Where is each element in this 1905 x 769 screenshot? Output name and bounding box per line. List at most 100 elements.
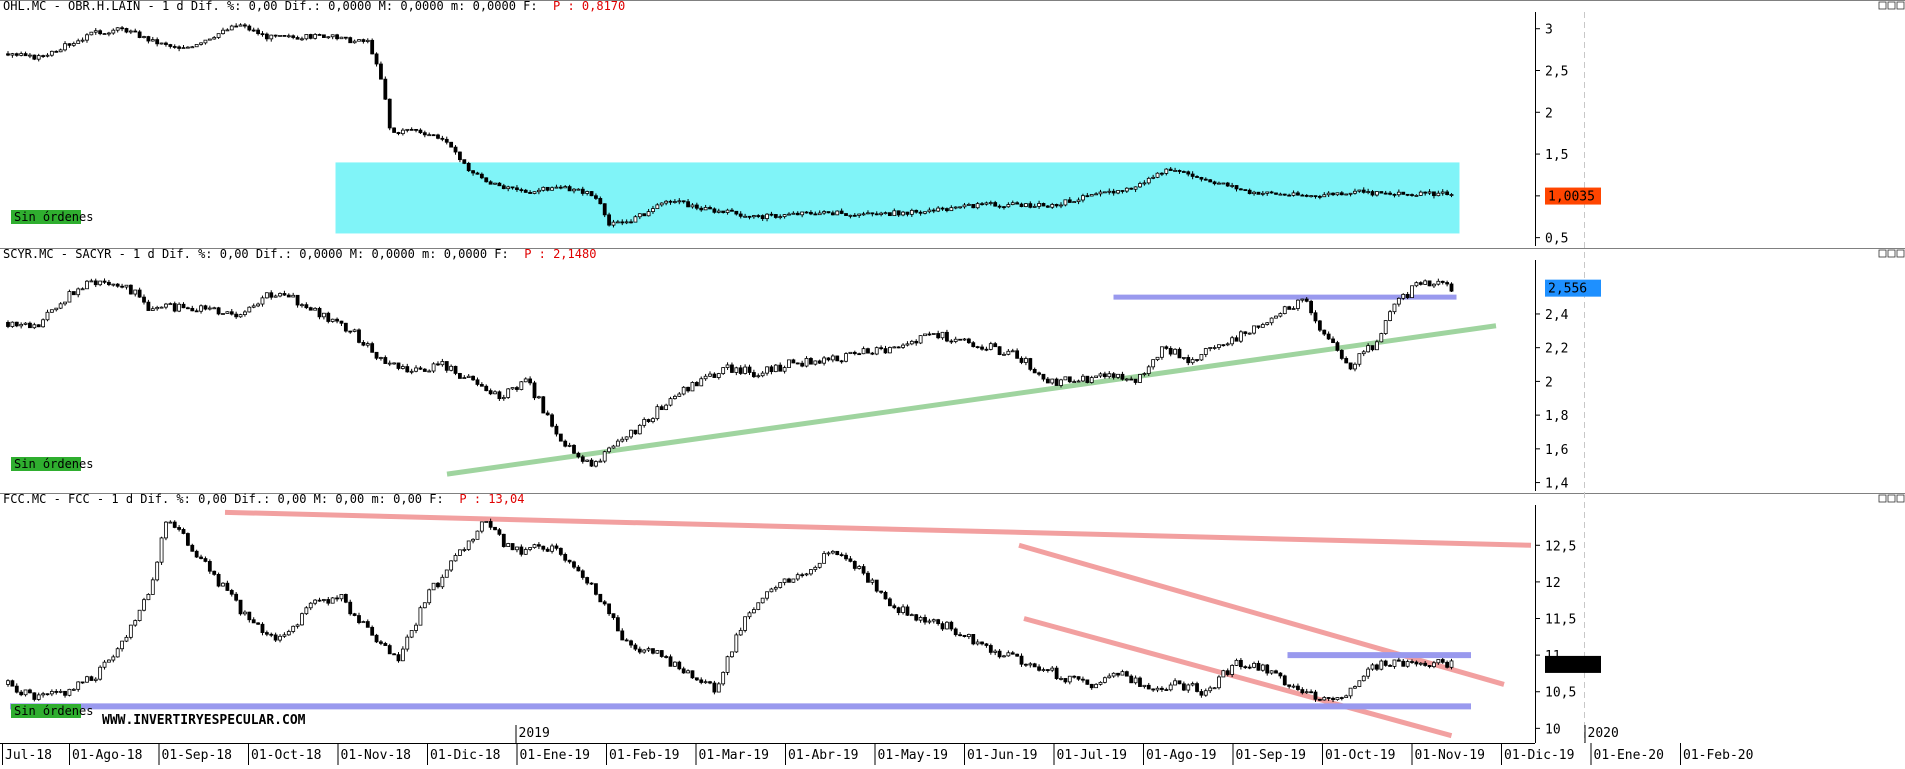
candle-body <box>1094 193 1099 196</box>
maximize-button[interactable] <box>1887 494 1896 503</box>
orders-badge[interactable] <box>11 704 81 718</box>
candle-body <box>861 213 866 216</box>
candle-body <box>997 346 1002 356</box>
panel-price-readout: P : 2,1480 <box>524 247 596 261</box>
close-button[interactable] <box>1896 1 1905 10</box>
candle-body <box>931 333 936 335</box>
candle-body <box>1366 345 1371 353</box>
y-tick-label: 10,5 <box>1545 686 1576 701</box>
candle-body <box>734 634 739 653</box>
candle-body <box>164 303 168 308</box>
candle-body <box>620 438 625 442</box>
candle-body <box>918 335 923 344</box>
candle-body <box>1050 378 1055 384</box>
y-tick-label: 2,2 <box>1545 342 1568 357</box>
candle-body <box>523 549 528 555</box>
candle-body <box>1375 191 1379 196</box>
minimize-button[interactable] <box>1878 494 1887 503</box>
candle-body <box>536 544 541 547</box>
candle-body <box>730 209 734 212</box>
candle-body <box>1160 172 1164 175</box>
candle-body <box>769 366 774 373</box>
candle-body <box>760 372 765 377</box>
candle-body <box>1353 686 1357 689</box>
candle-body <box>308 602 313 609</box>
candle-body <box>1089 377 1094 383</box>
candle-body <box>848 214 853 217</box>
orders-badge[interactable] <box>11 457 81 471</box>
candle-body <box>76 288 81 296</box>
candle-body <box>940 623 945 630</box>
candle-body <box>308 34 313 39</box>
trendline <box>1018 542 1505 687</box>
candle-body <box>1392 659 1397 667</box>
candle-body <box>330 34 335 38</box>
candle-body <box>931 619 936 622</box>
candle-body <box>1151 176 1156 179</box>
candle-body <box>352 40 357 44</box>
minimize-button[interactable] <box>1878 249 1887 258</box>
candle-body <box>1089 194 1094 197</box>
candle-body <box>1383 660 1388 666</box>
candle-body <box>918 211 923 214</box>
candle-body <box>962 634 967 637</box>
candle-body <box>313 599 318 604</box>
candle-body <box>352 329 357 332</box>
candle-body <box>1059 204 1063 207</box>
candle-body <box>1309 300 1313 314</box>
candle-body <box>304 607 309 615</box>
candle-body <box>1296 685 1300 690</box>
candle-body <box>1041 373 1046 380</box>
candle-body <box>844 554 848 560</box>
candle-body <box>14 685 19 693</box>
close-button[interactable] <box>1896 494 1905 503</box>
candle-body <box>1177 170 1182 172</box>
candle-body <box>1221 182 1226 185</box>
candle-body <box>304 34 309 40</box>
candle-body <box>830 355 835 361</box>
candle-body <box>1155 356 1160 361</box>
candle-body <box>194 44 199 48</box>
maximize-button[interactable] <box>1887 1 1896 10</box>
candle-body <box>370 39 375 55</box>
candle-body <box>137 609 142 621</box>
candle-body <box>997 650 1002 658</box>
close-button[interactable] <box>1896 249 1905 258</box>
candle-body <box>107 281 111 286</box>
candle-body <box>1243 666 1248 669</box>
candle-body <box>1111 373 1116 378</box>
y-tick-label: 11,5 <box>1545 613 1576 628</box>
candle-body <box>1414 194 1419 197</box>
candle-body <box>1054 378 1059 386</box>
candle-body <box>708 681 712 684</box>
candle-body <box>712 208 717 213</box>
maximize-button[interactable] <box>1887 249 1896 258</box>
candle-body <box>229 311 234 315</box>
candle-body <box>133 30 138 33</box>
candle-body <box>107 32 111 35</box>
candle-body <box>286 35 291 38</box>
candle-body <box>387 98 392 129</box>
candle-body <box>207 38 212 41</box>
candle-body <box>234 25 239 28</box>
x-tick-label: 01-Ene-19 <box>520 748 590 763</box>
candle-body <box>1440 191 1445 194</box>
candle-body <box>1432 662 1436 668</box>
candle-body <box>958 634 962 637</box>
candle-body <box>1344 358 1349 364</box>
candle-body <box>563 186 568 189</box>
candle-body <box>85 280 89 290</box>
candle-body <box>1449 283 1454 292</box>
candle-body <box>19 691 24 696</box>
orders-badge[interactable] <box>11 210 81 224</box>
candle-body <box>1181 357 1186 359</box>
minimize-button[interactable] <box>1878 1 1887 10</box>
candle-body <box>659 202 664 206</box>
candle-body <box>1002 206 1006 209</box>
candle-body <box>971 204 976 209</box>
candle-body <box>1423 662 1428 666</box>
candle-body <box>1252 325 1256 334</box>
candle-body <box>1405 661 1410 667</box>
candle-body <box>1388 665 1392 667</box>
candle-body <box>800 211 805 216</box>
